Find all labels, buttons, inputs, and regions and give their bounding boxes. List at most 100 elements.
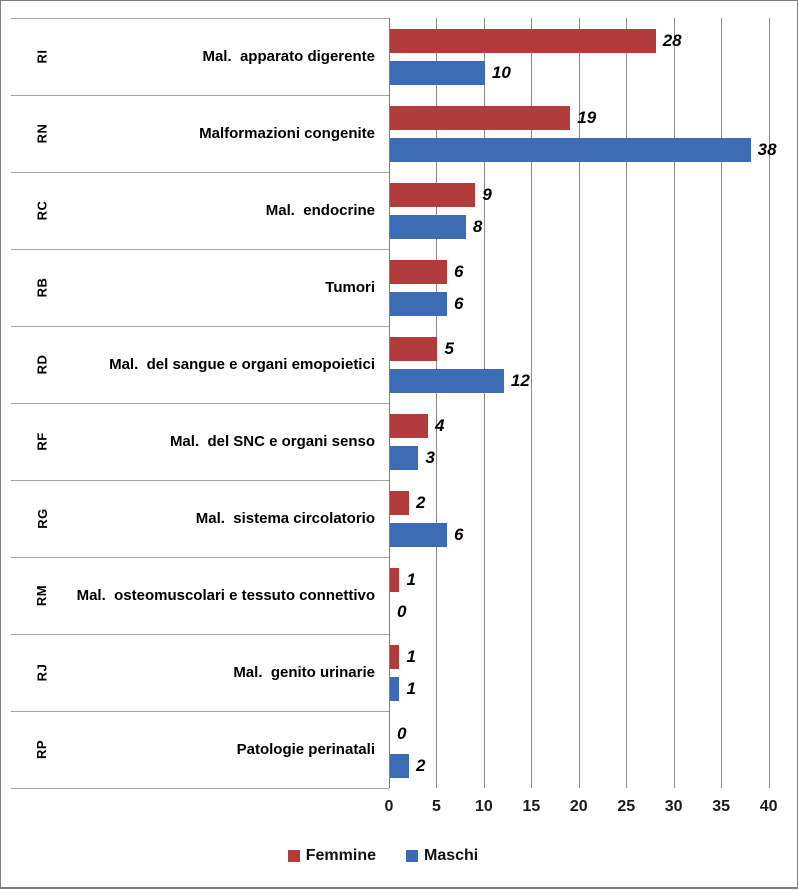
category-code: RB <box>34 277 50 298</box>
category-label: Mal. del sangue e organi emopoietici <box>109 356 375 373</box>
data-label: 9 <box>482 185 492 204</box>
category-code-box: RB <box>27 249 57 326</box>
bar-femmine <box>390 414 428 438</box>
value-axis-line <box>389 18 390 788</box>
category-separator <box>11 249 389 250</box>
data-label: 0 <box>397 724 407 743</box>
category-label: Mal. del SNC e organi senso <box>169 433 375 450</box>
x-tick-label: 0 <box>384 798 394 815</box>
bar-femmine <box>390 645 400 669</box>
bar-maschi <box>390 292 447 316</box>
category-separator <box>11 172 389 173</box>
category-label: Patologie perinatali <box>236 741 375 758</box>
x-tick-label: 5 <box>431 798 441 815</box>
data-label: 1 <box>406 647 416 666</box>
category-separator <box>11 634 389 635</box>
category-separator <box>11 403 389 404</box>
bar-maschi <box>390 61 485 85</box>
category-separator <box>11 95 389 96</box>
category-code-box: RF <box>27 403 57 480</box>
category-code-box: RD <box>27 326 57 403</box>
category-separator <box>11 788 389 789</box>
bar-maschi <box>390 677 400 701</box>
data-label: 5 <box>444 339 454 358</box>
x-tick-label: 25 <box>617 798 636 815</box>
legend-item-maschi: Maschi <box>406 847 478 865</box>
category-separator <box>11 557 389 558</box>
x-tick-label: 40 <box>759 798 778 815</box>
gridline <box>626 18 628 788</box>
category-separator <box>11 18 389 19</box>
category-label: Mal. sistema circolatorio <box>195 510 375 527</box>
bar-femmine <box>390 337 438 361</box>
bar-maschi <box>390 369 504 393</box>
category-code-box: RC <box>27 172 57 249</box>
x-tick-label: 20 <box>569 798 588 815</box>
legend-label-maschi: Maschi <box>424 847 479 864</box>
category-code-box: RI <box>27 18 57 95</box>
bar-femmine <box>390 183 476 207</box>
data-label: 6 <box>453 262 464 281</box>
data-label: 3 <box>425 448 435 467</box>
gridline <box>578 18 580 788</box>
category-code-box: RM <box>27 557 57 634</box>
bar-femmine <box>390 260 447 284</box>
data-label: 19 <box>577 108 597 127</box>
category-label: Mal. apparato digerente <box>202 48 375 65</box>
data-label: 28 <box>662 31 682 50</box>
data-label: 2 <box>415 756 426 775</box>
category-label: Mal. endocrine <box>265 202 375 219</box>
category-separator <box>11 480 389 481</box>
category-code-box: RJ <box>27 634 57 711</box>
bar-femmine <box>390 29 656 53</box>
category-code-box: RG <box>27 480 57 557</box>
data-label: 12 <box>510 371 530 390</box>
category-label: Tumori <box>325 279 375 296</box>
gridline <box>436 18 438 788</box>
category-label: Malformazioni congenite <box>199 125 375 142</box>
data-label: 1 <box>406 679 416 698</box>
category-label: Mal. osteomuscolari e tessuto connettivo <box>76 587 375 604</box>
gridline <box>483 18 485 788</box>
category-code: RN <box>34 123 50 144</box>
legend-label-femmine: Femmine <box>305 847 376 864</box>
x-tick-label: 35 <box>712 798 731 815</box>
bar-maschi <box>390 138 751 162</box>
maschi-swatch-icon <box>406 850 418 862</box>
category-separator <box>11 326 389 327</box>
gridline <box>673 18 675 788</box>
bar-maschi <box>390 754 409 778</box>
legend: Femmine Maschi <box>1 847 781 865</box>
bar-maschi <box>390 215 466 239</box>
category-code-box: RN <box>27 95 57 172</box>
data-label: 8 <box>472 217 483 236</box>
category-code: RG <box>34 508 50 529</box>
bar-femmine <box>390 568 400 592</box>
bar-femmine <box>390 106 571 130</box>
data-label: 6 <box>453 294 464 313</box>
category-code: RJ <box>34 663 50 682</box>
x-tick-label: 15 <box>522 798 541 815</box>
category-code: RC <box>34 200 50 221</box>
x-tick-label: 10 <box>474 798 493 815</box>
data-label: 10 <box>491 63 511 82</box>
category-separator <box>11 711 389 712</box>
category-code: RF <box>34 432 50 451</box>
category-code: RP <box>34 739 50 760</box>
gridline <box>768 18 770 788</box>
bar-femmine <box>390 491 409 515</box>
data-label: 0 <box>397 602 407 621</box>
data-label: 38 <box>757 140 777 159</box>
category-code: RD <box>34 354 50 375</box>
gridline <box>531 18 533 788</box>
legend-item-femmine: Femmine <box>287 847 376 865</box>
data-label: 1 <box>406 570 416 589</box>
bar-maschi <box>390 446 419 470</box>
category-code-box: RP <box>27 711 57 788</box>
data-label: 2 <box>415 493 426 512</box>
bar-maschi <box>390 523 447 547</box>
gridline <box>721 18 723 788</box>
category-code: RI <box>34 49 50 64</box>
data-label: 6 <box>453 525 464 544</box>
